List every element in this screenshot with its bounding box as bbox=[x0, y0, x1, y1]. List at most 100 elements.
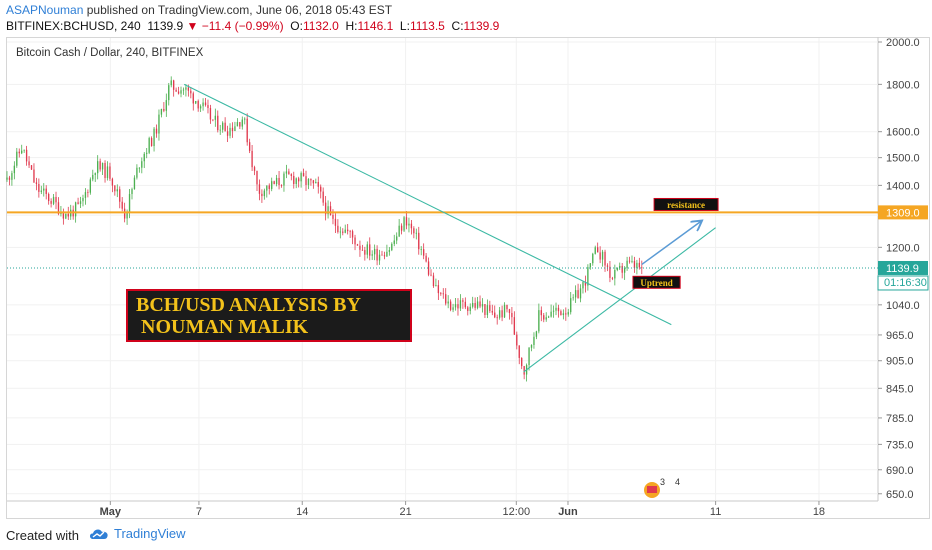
candle-body bbox=[285, 171, 288, 174]
candle bbox=[52, 194, 55, 206]
candle bbox=[396, 232, 398, 245]
candle-body bbox=[437, 285, 440, 294]
candle-body bbox=[268, 185, 270, 189]
candle bbox=[25, 145, 28, 166]
candle-body bbox=[234, 126, 236, 132]
y-tick-label: 690.0 bbox=[886, 465, 914, 477]
candle bbox=[99, 158, 101, 172]
candle-body bbox=[74, 202, 77, 217]
candle-body bbox=[616, 267, 618, 270]
candle-body bbox=[498, 310, 501, 318]
annotation-uptrend: Uptrend bbox=[632, 275, 681, 289]
candle bbox=[158, 109, 160, 141]
price-axis[interactable]: 2000.01800.01600.01500.01400.01300.01200… bbox=[877, 37, 929, 501]
candle bbox=[278, 171, 280, 190]
candle bbox=[163, 102, 165, 113]
candle-body bbox=[280, 185, 283, 186]
author-link[interactable]: ASAPNouman bbox=[6, 3, 84, 17]
candle bbox=[415, 228, 417, 240]
annotation-box bbox=[632, 275, 681, 289]
candle bbox=[236, 118, 239, 127]
candle bbox=[410, 220, 413, 235]
candle-body bbox=[405, 217, 408, 226]
candle-body bbox=[121, 201, 123, 209]
candle-body bbox=[445, 294, 447, 304]
candle-body bbox=[248, 142, 251, 151]
y-tick-label: 1800.0 bbox=[886, 79, 920, 91]
candle-body bbox=[209, 108, 212, 120]
candle bbox=[427, 257, 430, 277]
downtrend-line bbox=[183, 83, 672, 326]
candle bbox=[239, 121, 241, 130]
candle bbox=[263, 188, 266, 200]
projection-arrow bbox=[641, 221, 701, 266]
candle bbox=[258, 179, 261, 201]
candle bbox=[481, 298, 484, 313]
candle-body bbox=[415, 232, 417, 234]
countdown-tag bbox=[877, 275, 929, 291]
candle-body bbox=[158, 114, 160, 134]
candle-body bbox=[506, 304, 508, 310]
candle-body bbox=[383, 255, 386, 257]
tradingview-link[interactable]: TradingView bbox=[88, 526, 186, 541]
candle bbox=[594, 245, 596, 255]
candle bbox=[572, 294, 574, 301]
candle-body bbox=[472, 303, 474, 307]
candle bbox=[271, 177, 273, 192]
candle bbox=[175, 87, 177, 93]
y-tick-label: 1500.0 bbox=[886, 153, 920, 165]
candle bbox=[494, 305, 496, 319]
candle bbox=[366, 241, 368, 259]
candle bbox=[440, 291, 442, 296]
candle-body bbox=[393, 240, 395, 244]
candle bbox=[256, 170, 258, 191]
price-chart[interactable]: resistance Uptrend BCH/USD ANALYSIS BY NOU… bbox=[0, 0, 932, 520]
annotation-text: Uptrend bbox=[640, 278, 672, 288]
candle-body bbox=[508, 309, 511, 313]
close-value: 1139.9 bbox=[463, 19, 500, 33]
candle-body bbox=[449, 301, 452, 310]
time-axis[interactable]: May 7 14 21 12:00 Jun 11 18 bbox=[100, 501, 825, 518]
candle-body bbox=[435, 285, 437, 287]
candle bbox=[403, 216, 405, 232]
x-tick-label: 18 bbox=[813, 506, 825, 518]
candle bbox=[376, 245, 378, 266]
candle bbox=[462, 298, 464, 309]
candle-body bbox=[160, 108, 163, 115]
candle-body bbox=[141, 161, 143, 168]
candle bbox=[606, 263, 609, 272]
candle bbox=[305, 170, 307, 191]
candle-body bbox=[378, 254, 381, 261]
annotation-resistance: resistance bbox=[653, 197, 719, 211]
candle-body bbox=[236, 122, 239, 127]
candle-body bbox=[599, 252, 601, 260]
candle bbox=[190, 87, 192, 99]
candle-body bbox=[550, 311, 552, 317]
x-tick-label: 14 bbox=[296, 506, 308, 518]
candle-body bbox=[373, 248, 376, 255]
candle-body bbox=[204, 102, 207, 106]
x-tick-label: 12:00 bbox=[503, 506, 531, 518]
candle-body bbox=[430, 274, 432, 276]
candle-body bbox=[62, 211, 65, 219]
candle-body bbox=[148, 138, 150, 153]
candle bbox=[293, 171, 295, 189]
candle-body bbox=[609, 266, 611, 278]
publish-info: ASAPNouman published on TradingView.com,… bbox=[6, 3, 392, 17]
candle-body bbox=[87, 192, 89, 193]
candle-body bbox=[138, 167, 141, 169]
candle-body bbox=[555, 307, 557, 311]
candle bbox=[275, 174, 278, 187]
candle bbox=[484, 304, 486, 318]
candle-body bbox=[467, 307, 469, 311]
candle bbox=[131, 187, 133, 200]
candle-body bbox=[474, 303, 476, 308]
candle-body bbox=[197, 100, 199, 109]
candle-body bbox=[486, 305, 489, 315]
candle-body bbox=[297, 178, 300, 182]
candle bbox=[579, 284, 582, 303]
candle-body bbox=[67, 213, 69, 217]
candle-body bbox=[479, 301, 481, 307]
candle bbox=[523, 365, 525, 380]
candle bbox=[589, 263, 592, 270]
